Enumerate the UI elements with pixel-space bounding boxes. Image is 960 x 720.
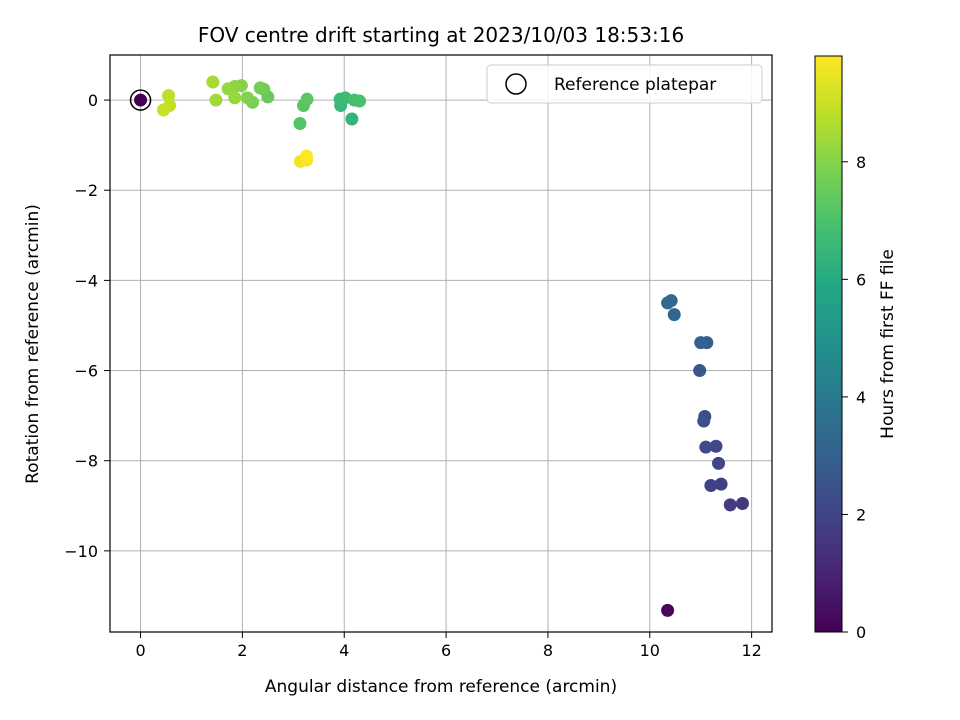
colorbar-tick-label: 6 bbox=[856, 270, 866, 289]
data-point bbox=[693, 364, 707, 378]
reference-platepar-marker bbox=[129, 89, 152, 111]
data-point bbox=[253, 81, 267, 95]
reference-marker-icon bbox=[505, 73, 527, 95]
x-tick-label: 6 bbox=[441, 641, 451, 660]
y-tick-label: −6 bbox=[74, 362, 98, 381]
x-tick-label: 2 bbox=[237, 641, 247, 660]
data-point bbox=[345, 112, 359, 126]
colorbar-title: Hours from first FF file bbox=[878, 249, 898, 439]
data-point bbox=[228, 91, 242, 105]
points-layer bbox=[129, 75, 749, 617]
data-point bbox=[240, 91, 254, 105]
data-point bbox=[709, 439, 723, 453]
y-tick-label: 0 bbox=[88, 91, 98, 110]
data-point bbox=[162, 89, 176, 103]
y-tick-label: −2 bbox=[74, 181, 98, 200]
y-axis-title: Rotation from reference (arcmin) bbox=[23, 204, 43, 484]
data-point bbox=[697, 414, 711, 428]
x-tick-label: 10 bbox=[640, 641, 660, 660]
data-point bbox=[209, 93, 223, 107]
data-point bbox=[704, 478, 718, 492]
legend: Reference platepar bbox=[486, 64, 763, 104]
data-point bbox=[300, 149, 314, 163]
data-point bbox=[714, 477, 728, 491]
data-point bbox=[221, 82, 235, 96]
data-point bbox=[661, 603, 675, 617]
x-tick-label: 12 bbox=[741, 641, 761, 660]
x-axis-title: Angular distance from reference (arcmin) bbox=[265, 677, 617, 697]
data-point bbox=[156, 103, 170, 117]
data-point bbox=[694, 336, 708, 350]
colorbar-tick-label: 0 bbox=[856, 623, 866, 642]
y-axis: 0 −2 −4 −6 −8 −10 bbox=[64, 91, 110, 561]
plot-area-frame bbox=[109, 54, 773, 633]
data-point bbox=[723, 498, 737, 512]
data-point bbox=[300, 92, 314, 106]
colorbar-ticks: 0 2 4 6 8 bbox=[842, 153, 866, 642]
colorbar-tick-label: 8 bbox=[856, 153, 866, 172]
x-tick-label: 4 bbox=[339, 641, 349, 660]
x-axis: 0 2 4 6 8 10 12 bbox=[135, 632, 762, 660]
y-tick-label: −4 bbox=[74, 271, 98, 290]
x-tick-label: 0 bbox=[135, 641, 145, 660]
colorbar-tick-label: 4 bbox=[856, 388, 866, 407]
data-point bbox=[134, 93, 148, 107]
data-point bbox=[353, 94, 367, 108]
colorbar: 0 2 4 6 8 Hours from first FF file bbox=[814, 55, 898, 642]
y-tick-label: −10 bbox=[64, 542, 98, 561]
data-point bbox=[664, 294, 678, 308]
colorbar-tick-label: 2 bbox=[856, 505, 866, 524]
data-point bbox=[699, 440, 713, 454]
legend-label-reference: Reference platepar bbox=[554, 75, 716, 95]
chart-title: FOV centre drift starting at 2023/10/03 … bbox=[198, 23, 684, 47]
x-tick-label: 8 bbox=[543, 641, 553, 660]
data-point bbox=[667, 308, 681, 322]
data-point bbox=[735, 497, 749, 511]
data-point bbox=[712, 456, 726, 470]
data-point bbox=[293, 117, 307, 131]
legend-box bbox=[486, 64, 763, 104]
colorbar-gradient bbox=[814, 55, 843, 633]
y-tick-label: −8 bbox=[74, 452, 98, 471]
data-point bbox=[206, 75, 220, 89]
